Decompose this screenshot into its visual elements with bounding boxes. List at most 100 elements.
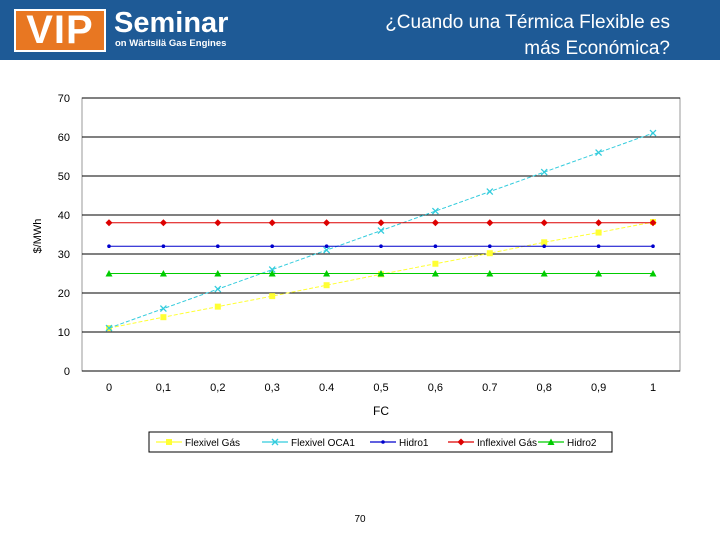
data-point [268, 270, 276, 277]
data-point [216, 244, 220, 248]
series-hidro2 [105, 270, 657, 277]
vip-logo: VIP [14, 9, 106, 52]
x-tick-label: 0.4 [319, 382, 334, 394]
data-point [324, 244, 329, 248]
legend-swatch-marker [381, 440, 385, 444]
legend-entry: Inflexivel Gás [448, 438, 537, 449]
data-point [105, 270, 113, 277]
slide-title-line-1: ¿Cuando una Térmica Flexible es [385, 12, 670, 33]
legend-entry: Flexivel Gás [156, 438, 240, 449]
data-point [486, 188, 494, 196]
data-point [159, 305, 167, 313]
y-tick-label: 20 [58, 288, 70, 300]
legend-swatch-marker [547, 438, 555, 445]
data-point [160, 314, 167, 321]
y-tick-label: 30 [58, 249, 70, 261]
data-point [649, 219, 657, 227]
data-point [595, 229, 602, 236]
x-axis-label: FC [373, 404, 389, 418]
x-tick-label: 0 [106, 382, 112, 394]
data-point [214, 270, 222, 277]
y-tick-label: 50 [58, 171, 70, 183]
data-point [269, 293, 276, 300]
data-point [431, 219, 439, 227]
series-layer [105, 129, 657, 332]
y-tick-labels: 0 10 20 30 40 50 60 70 [58, 93, 70, 378]
series-hidro1 [107, 244, 655, 248]
seminar-logo-subtitle: on Wärtsilä Gas Engines [115, 38, 227, 49]
grid-lines [82, 97, 680, 372]
data-point [486, 250, 493, 257]
data-point [323, 282, 330, 289]
data-point [431, 207, 439, 215]
data-point [323, 246, 331, 254]
data-point [161, 244, 166, 248]
data-point [159, 270, 167, 277]
data-point [323, 219, 331, 227]
x-tick-label: 0,2 [210, 382, 225, 394]
data-point [595, 270, 603, 277]
data-point [540, 219, 548, 227]
series-flexivel-oca1 [105, 129, 657, 332]
data-point [214, 219, 222, 227]
legend-label: Hidro2 [567, 438, 597, 449]
slide-title: ¿Cuando una Térmica Flexible es más Econ… [290, 10, 670, 62]
data-point [379, 244, 383, 248]
x-tick-label: 0.7 [482, 382, 497, 394]
data-point [596, 244, 601, 248]
legend-entry: Flexivel OCA1 [262, 438, 355, 449]
y-tick-label: 10 [58, 327, 70, 339]
legend-swatch-marker [271, 438, 279, 446]
data-point [595, 149, 603, 157]
plot-area [81, 97, 681, 372]
data-point [105, 219, 113, 227]
data-point [649, 129, 657, 137]
x-tick-label: 0,3 [265, 382, 280, 394]
data-point [105, 324, 113, 332]
data-point [433, 244, 438, 248]
x-tick-label: 0,6 [428, 382, 443, 394]
data-point [323, 270, 331, 277]
data-point [268, 219, 276, 227]
data-point [377, 219, 385, 227]
data-point [214, 285, 222, 293]
slide-title-line-2: más Económica? [524, 38, 670, 59]
y-tick-label: 40 [58, 210, 70, 222]
legend-label: Hidro1 [399, 438, 429, 449]
data-point [268, 266, 276, 274]
data-point [377, 270, 385, 277]
data-point [488, 244, 492, 248]
x-tick-label: 0,9 [591, 382, 606, 394]
data-point [486, 219, 494, 227]
data-point [540, 270, 548, 277]
legend-entry: Hidro2 [538, 438, 597, 449]
legend-swatch-marker [166, 439, 172, 445]
data-point [486, 270, 494, 277]
legend-label: Inflexivel Gás [477, 438, 537, 449]
legend-entry: Hidro1 [370, 438, 429, 449]
seminar-logo-title: Seminar [114, 7, 229, 39]
data-point [377, 227, 385, 235]
y-axis-label: $/MWh [32, 219, 44, 254]
data-point [542, 244, 546, 248]
y-tick-label: 60 [58, 132, 70, 144]
legend: Flexivel Gás Flexivel OCA1 Hidro1 Inflexive… [148, 431, 613, 453]
data-point [651, 244, 655, 248]
data-point [540, 168, 548, 176]
line-chart: 0 10 20 30 40 50 60 70 0 0,1 0,2 0,3 0.4 0,5 0,6 0.7 0,… [32, 93, 681, 453]
page-number: 70 [354, 514, 366, 525]
data-point [214, 303, 221, 310]
x-tick-label: 0,1 [156, 382, 171, 394]
data-point [270, 244, 275, 248]
legend-label: Flexivel OCA1 [291, 438, 355, 449]
series-inflexivel-g-s [105, 219, 657, 227]
legend-label: Flexivel Gás [185, 438, 240, 449]
data-point [649, 270, 657, 277]
x-tick-label: 1 [650, 382, 656, 394]
data-point [159, 219, 167, 227]
legend-swatch-marker [457, 438, 465, 446]
data-point [432, 260, 439, 267]
data-point [107, 244, 111, 248]
data-point [431, 270, 439, 277]
x-tick-label: 0,5 [373, 382, 388, 394]
